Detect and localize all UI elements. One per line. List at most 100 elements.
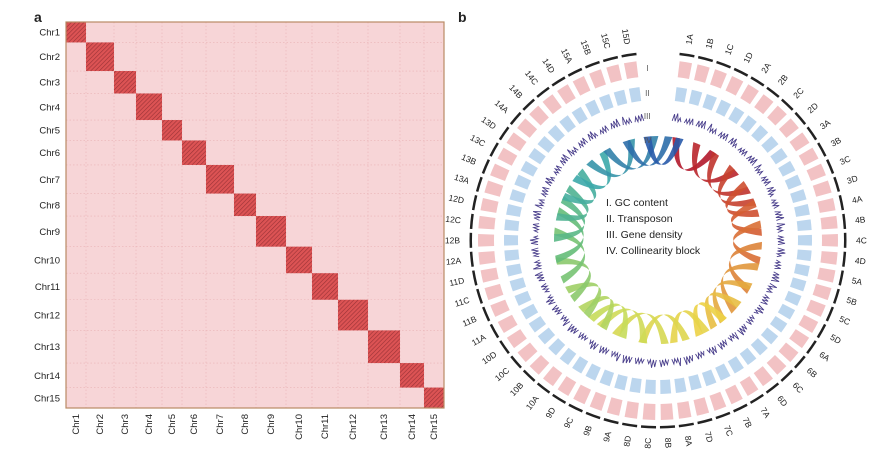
gc-block-5d: [798, 314, 819, 333]
gene-density-13b: [540, 186, 550, 198]
collinearity-ribbon: [603, 136, 659, 170]
segment-bar-6a: [806, 340, 817, 354]
gene-density-10c: [560, 314, 571, 327]
transposon-block-10b: [548, 338, 566, 356]
gene-density-11b: [540, 283, 550, 293]
circos-legend: I. GC content II. Transposon III. Gene d…: [606, 197, 701, 257]
gene-density-14b: [566, 146, 579, 157]
gene-density-12b: [529, 235, 540, 246]
y-tick-label: Chr3: [39, 78, 60, 89]
gene-density-track: [529, 113, 786, 368]
gene-density-8a: [671, 356, 681, 367]
gc-block-5a: [817, 267, 836, 283]
segment-bar-11b: [482, 306, 491, 322]
segment-label: 10C: [493, 365, 511, 383]
segment-bar-7b: [733, 403, 748, 413]
gc-block-12a: [478, 251, 496, 265]
segment-bar-2b: [766, 86, 780, 98]
gene-density-2c: [737, 147, 748, 157]
segment-label: 12C: [445, 214, 462, 225]
gene-density-3c: [766, 186, 776, 198]
gene-density-13a: [534, 199, 546, 209]
transposon-block-13a: [509, 189, 526, 204]
segment-label: 2C: [791, 86, 806, 101]
gc-block-8b: [660, 403, 674, 420]
transposon-block-4c: [797, 234, 813, 246]
segment-label: 3C: [838, 153, 852, 166]
transposon-block-12c: [504, 219, 520, 231]
heatmap-block-chr7: [206, 164, 234, 194]
x-tick-label: Chr9: [266, 414, 277, 435]
segment-bar-5c: [825, 306, 834, 322]
gc-block-6a: [789, 329, 810, 349]
y-tick-label: Chr12: [34, 311, 60, 322]
gc-block-2d: [778, 118, 799, 138]
gene-density-2d: [746, 155, 758, 166]
gc-block-7a: [739, 376, 759, 397]
gene-density-6b: [745, 314, 756, 325]
x-tick-label: Chr15: [429, 414, 440, 440]
transposon-block-12b: [503, 234, 519, 246]
segment-bar-7c: [715, 411, 731, 420]
gc-block-9a: [606, 397, 623, 416]
gc-block-15b: [589, 69, 606, 89]
gc-block-12b: [478, 234, 495, 247]
x-tick-label: Chr12: [348, 414, 359, 440]
gc-block-10d: [506, 329, 527, 349]
segment-bar-1b: [697, 55, 714, 63]
gc-block-8d: [624, 401, 639, 419]
segment-label: 8C: [643, 437, 654, 448]
panel-a-hic-heatmap: a Chr1Chr2Chr3Chr4Chr5Chr6Chr7Chr8Chr9Ch…: [34, 9, 445, 440]
transposon-block-7b: [715, 363, 731, 381]
gc-block-13d: [506, 132, 527, 152]
panel-b-label: b: [458, 9, 467, 25]
y-tick-label: Chr2: [39, 52, 60, 63]
gene-density-3b: [760, 176, 771, 187]
gc-block-2a: [740, 84, 759, 105]
gc-block-13b: [490, 163, 510, 181]
segment-bar-6b: [794, 355, 806, 369]
gc-block-4a: [817, 197, 836, 213]
segment-bar-15a: [567, 67, 583, 77]
collinearity-ribbon: [712, 280, 753, 324]
gene-density-15b: [610, 118, 621, 130]
segment-label: 9A: [601, 430, 613, 443]
segment-label: 6D: [775, 394, 790, 409]
x-tick-label: Chr1: [71, 414, 82, 435]
segment-label: 11D: [448, 275, 465, 288]
collinearity-ribbon: [555, 257, 591, 303]
y-tick-label: Chr14: [34, 371, 60, 382]
transposon-block-11b: [514, 290, 532, 306]
y-tick-label: Chr15: [34, 393, 60, 404]
gc-block-7c: [709, 391, 727, 411]
segment-label: 4B: [855, 214, 867, 225]
gc-block-6c: [766, 354, 787, 375]
x-tick-label: Chr6: [189, 414, 200, 435]
gene-density-6d: [727, 331, 740, 342]
transposon-block-2b: [740, 115, 757, 133]
segment-bar-3a: [806, 126, 818, 141]
segment-bar-13b: [481, 159, 490, 174]
segment-bar-10c: [510, 355, 522, 369]
segment-bar-11a: [489, 323, 500, 339]
legend-collinearity-block: IV. Collinearity block: [606, 245, 701, 257]
segment-label: 7D: [703, 430, 715, 443]
gene-density-9a: [622, 354, 633, 364]
transposon-block-15d: [628, 87, 642, 103]
heatmap-diagonal-blocks: [66, 22, 444, 408]
y-tick-label: Chr9: [39, 227, 60, 238]
segment-bar-12a: [469, 251, 474, 267]
collinearity-ribbon: [720, 263, 760, 314]
gc-block-5b: [812, 283, 832, 301]
segment-bar-4a: [838, 195, 845, 211]
transposon-block-11a: [520, 303, 539, 320]
segment-label: 4D: [854, 255, 866, 266]
segment-bar-9a: [603, 418, 619, 425]
segment-label: 5C: [838, 314, 852, 327]
gene-density-2b: [727, 137, 738, 149]
segment-label: 6C: [791, 380, 806, 395]
heatmap-block-chr9: [256, 216, 286, 247]
segment-bar-12d: [471, 195, 478, 211]
